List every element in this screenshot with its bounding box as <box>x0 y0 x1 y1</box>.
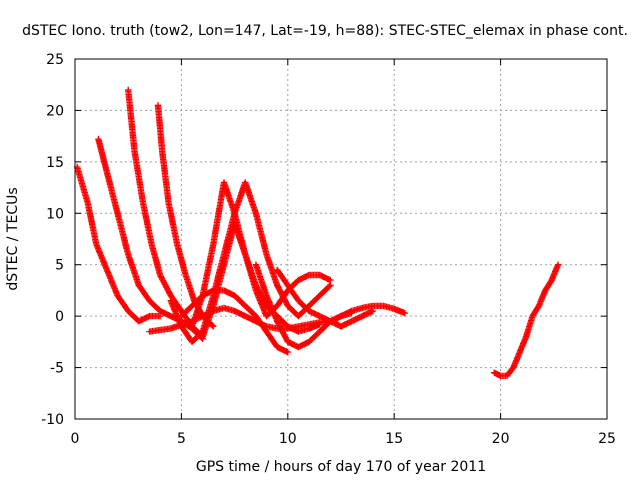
series-pass <box>491 261 562 379</box>
x-tick-label: 10 <box>279 431 297 447</box>
series-markers <box>491 261 562 379</box>
x-tick-label: 25 <box>598 431 616 447</box>
y-tick-label: 0 <box>55 309 64 325</box>
y-tick-label: 25 <box>46 52 64 68</box>
y-tick-label: -5 <box>50 361 64 377</box>
grid-lines <box>75 59 607 419</box>
plot-frame <box>74 58 608 420</box>
series-markers <box>252 261 355 351</box>
y-tick-label: 20 <box>46 103 64 119</box>
data-points <box>73 86 562 379</box>
x-tick-label: 0 <box>71 431 80 447</box>
series-markers <box>274 266 377 330</box>
y-axis-label: dSTEC / TECUs <box>5 187 21 290</box>
series-markers <box>73 163 164 325</box>
chart-title: dSTEC Iono. truth (tow2, Lon=147, Lat=-1… <box>22 23 628 39</box>
series-pass <box>73 163 164 325</box>
series-pass <box>252 261 355 351</box>
y-tick-label: 15 <box>46 155 64 171</box>
x-tick-label: 5 <box>177 431 186 447</box>
series-pass <box>274 266 377 330</box>
y-tick-label: -10 <box>41 412 64 428</box>
y-tick-label: 5 <box>55 258 64 274</box>
x-tick-label: 15 <box>385 431 403 447</box>
x-tick-label: 20 <box>492 431 510 447</box>
axis-ticks: 0 5 10 15 20 25 -10 -5 0 5 10 15 20 25 <box>41 52 616 447</box>
x-axis-label: GPS time / hours of day 170 of year 2011 <box>196 459 486 475</box>
y-tick-label: 10 <box>46 206 64 222</box>
